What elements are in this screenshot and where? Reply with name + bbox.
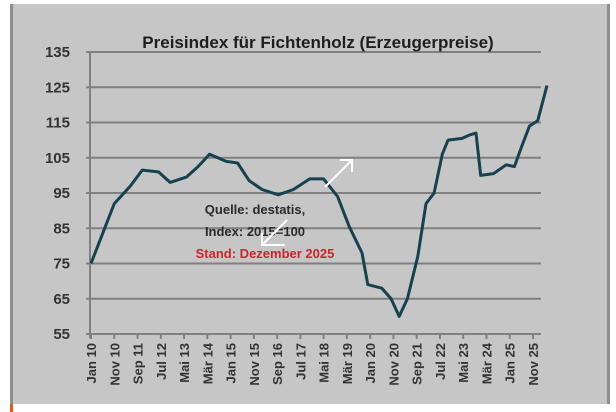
annotation-source: Quelle: destatis, (205, 202, 305, 217)
arrow-down-left-icon (261, 219, 288, 246)
chart-title: Preisindex für Fichtenholz (Erzeugerprei… (142, 33, 493, 52)
x-tick-label: Jul 17 (293, 343, 308, 380)
x-tick-label: Jan 15 (224, 343, 239, 383)
x-tick-label: Jul 22 (433, 343, 448, 380)
y-tick-label: 105 (45, 150, 70, 167)
annotation-status: Stand: Dezember 2025 (196, 246, 335, 261)
x-tick-label: Sep 16 (270, 343, 285, 385)
annotation-index: Index: 2015=100 (205, 224, 305, 239)
x-tick-label: Sep 11 (131, 343, 146, 384)
x-tick-label: Mai 18 (317, 343, 332, 383)
y-tick-label: 115 (46, 115, 70, 132)
x-tick-label: Mär 19 (340, 343, 355, 384)
y-tick-label: 125 (45, 79, 70, 96)
x-tick-label: Mai 23 (456, 343, 471, 383)
y-tick-label: 75 (53, 256, 70, 273)
x-tick-label: Mai 13 (177, 343, 192, 383)
x-tick-label: Jan 25 (503, 343, 518, 383)
y-tick-label: 65 (53, 291, 70, 308)
arrow-up-right-icon (324, 159, 353, 188)
y-tick-label: 135 (45, 44, 70, 61)
orange-edge-mark (10, 404, 13, 412)
x-tick-label: Nov 15 (247, 343, 262, 386)
x-tick-labels: Jan 10 Nov 10 Sep 11 Jul 12 Mai 13 Mär 14 Jan … (84, 342, 541, 385)
x-tick-label: Sep 21 (410, 343, 425, 385)
x-tick-label: Mär 24 (479, 342, 494, 384)
gridlines (86, 51, 541, 339)
x-tick-label: Jul 12 (154, 343, 169, 380)
x-tick-label: Nov 10 (107, 343, 122, 386)
y-tick-label: 95 (53, 185, 70, 202)
x-tick-label: Jan 10 (84, 343, 99, 383)
y-tick-label: 85 (53, 220, 70, 237)
x-tick-label: Jan 20 (363, 343, 378, 383)
y-tick-labels: 55 65 75 85 95 105 115 125 135 (45, 44, 70, 343)
x-tick-label: Nov 25 (526, 343, 541, 386)
x-tick-label: Mär 14 (200, 342, 215, 384)
series-line (89, 85, 549, 318)
x-tick-label: Nov 20 (386, 343, 401, 386)
y-tick-label: 55 (53, 326, 70, 343)
